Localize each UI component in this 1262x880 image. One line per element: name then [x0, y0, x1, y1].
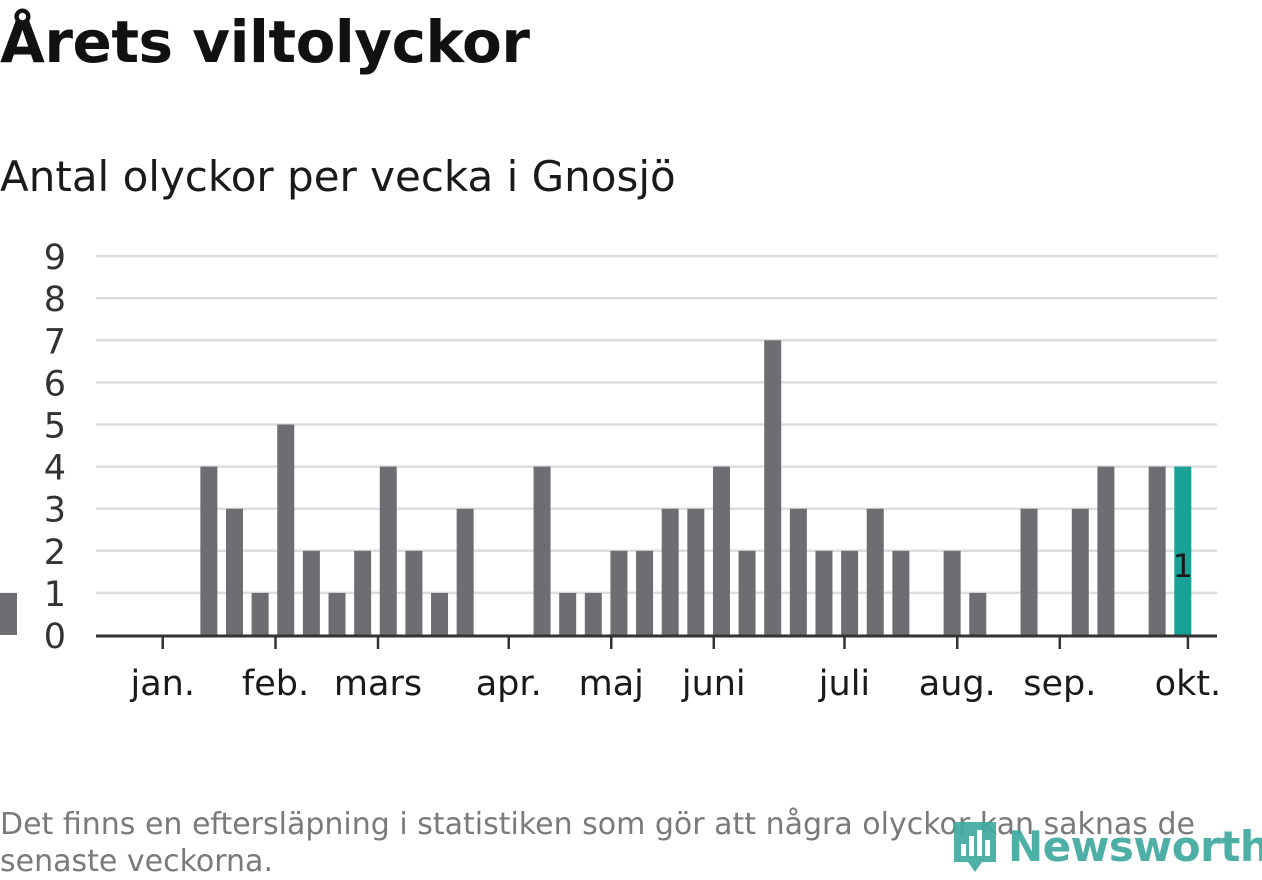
x-tick-label: sep.	[1023, 664, 1096, 704]
bar	[1097, 466, 1115, 635]
bar	[584, 592, 602, 635]
bar	[687, 508, 705, 635]
bar	[636, 550, 654, 635]
bar	[866, 508, 884, 635]
bar	[661, 508, 679, 635]
bar	[302, 550, 320, 635]
bar	[738, 550, 756, 635]
bar	[431, 592, 449, 635]
bar	[200, 466, 218, 635]
bar	[969, 592, 987, 635]
bar	[559, 592, 577, 635]
newsworthy-logo: Newsworthy	[950, 816, 1262, 876]
bar	[354, 550, 372, 635]
y-tick-label: 8	[44, 280, 66, 320]
y-tick-label: 2	[44, 533, 66, 573]
bar-chart-pin-icon	[954, 822, 996, 872]
chart-title: Årets viltolyckor	[0, 8, 530, 76]
bar	[712, 466, 730, 635]
y-tick-label: 9	[44, 238, 66, 278]
bar	[892, 550, 910, 635]
x-tick-label: aug.	[919, 664, 996, 704]
y-tick-label: 4	[44, 449, 66, 489]
bar	[277, 424, 295, 635]
data-label: 1	[1173, 547, 1193, 585]
bar	[533, 466, 551, 635]
x-tick-label: juli	[818, 664, 870, 704]
y-tick-label: 6	[44, 364, 66, 404]
highlight-bar	[1174, 466, 1192, 635]
chart-subtitle: Antal olyckor per vecka i Gnosjö	[0, 152, 676, 201]
y-tick-label: 5	[44, 407, 66, 447]
bar	[815, 550, 833, 635]
bar	[328, 592, 346, 635]
x-tick-label: feb.	[242, 664, 309, 704]
x-tick-label: mars	[334, 664, 422, 704]
x-tick-label: okt.	[1155, 664, 1222, 704]
x-tick-label: jan.	[129, 664, 194, 704]
bar	[943, 550, 961, 635]
x-tick-label: apr.	[476, 664, 542, 704]
bar	[251, 592, 269, 635]
bar	[0, 592, 17, 635]
bar	[379, 466, 397, 635]
bar	[1071, 508, 1089, 635]
x-tick-label: maj	[579, 664, 644, 704]
bar	[789, 508, 807, 635]
x-tick-label: juni	[681, 664, 746, 704]
bar	[225, 508, 243, 635]
bar	[610, 550, 628, 635]
bar	[764, 340, 782, 635]
y-tick-label: 0	[44, 617, 66, 657]
bar	[1020, 508, 1038, 635]
logo-text: Newsworthy	[1008, 821, 1262, 871]
bar	[1148, 466, 1166, 635]
y-tick-label: 1	[44, 575, 66, 615]
bar	[841, 550, 859, 635]
bar	[405, 550, 423, 635]
y-tick-label: 7	[44, 322, 66, 362]
bar	[456, 508, 474, 635]
y-tick-label: 3	[44, 491, 66, 531]
